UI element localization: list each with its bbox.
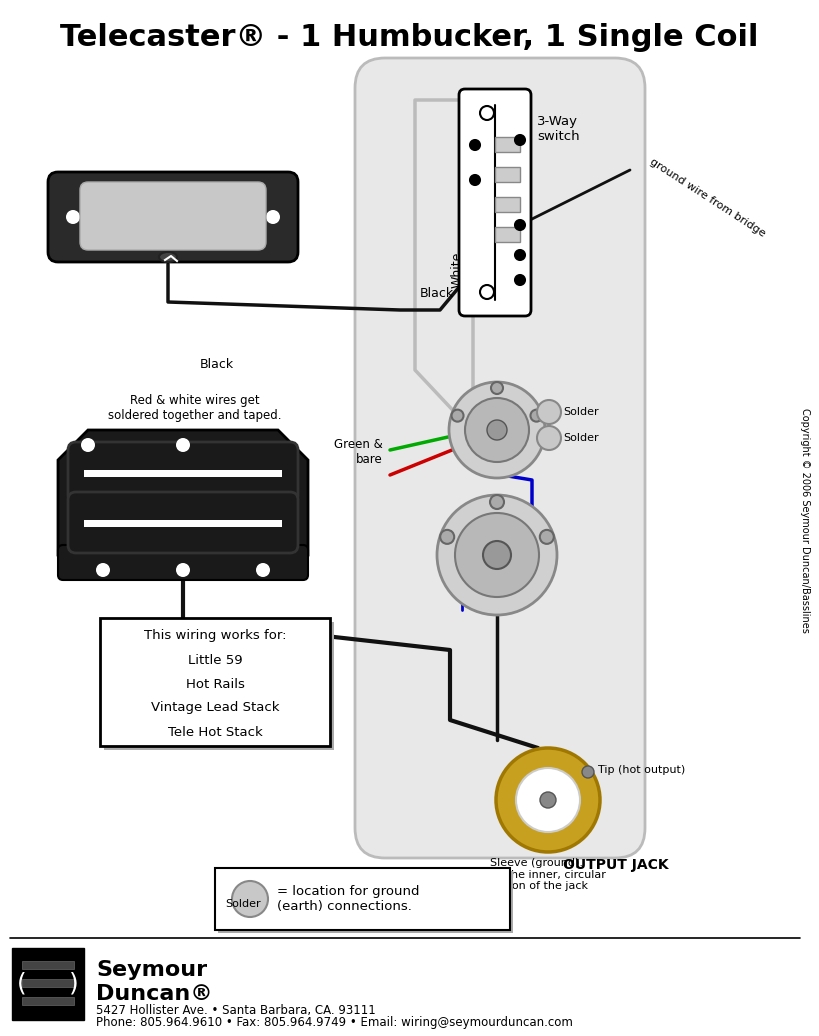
Text: Solder: Solder [225, 899, 260, 909]
Text: Solder: Solder [563, 407, 599, 418]
Circle shape [449, 382, 545, 478]
Text: Red & white wires get
soldered together and taped.: Red & white wires get soldered together … [108, 394, 282, 422]
Circle shape [491, 382, 503, 394]
Circle shape [515, 250, 525, 260]
Text: Duncan®: Duncan® [96, 984, 213, 1004]
Circle shape [480, 106, 494, 120]
Circle shape [483, 541, 511, 569]
Text: Hot Rails: Hot Rails [186, 678, 244, 691]
Circle shape [440, 529, 455, 544]
Circle shape [537, 426, 561, 450]
Circle shape [515, 220, 525, 230]
Text: Tele Hot Stack: Tele Hot Stack [168, 725, 262, 739]
Text: Vintage Lead Stack: Vintage Lead Stack [151, 701, 279, 715]
Circle shape [582, 766, 594, 778]
Bar [218, 871, 513, 933]
Bar [495, 227, 520, 242]
Text: Seymour: Seymour [96, 960, 207, 980]
Text: Telecaster® - 1 Humbucker, 1 Single Coil: Telecaster® - 1 Humbucker, 1 Single Coil [60, 24, 758, 53]
Circle shape [256, 563, 270, 577]
Circle shape [540, 529, 554, 544]
Bar [100, 618, 330, 746]
Text: 5427 Hollister Ave. • Santa Barbara, CA. 93111: 5427 Hollister Ave. • Santa Barbara, CA.… [96, 1004, 376, 1017]
Text: This wiring works for:: This wiring works for: [144, 630, 287, 642]
FancyBboxPatch shape [48, 172, 298, 262]
Circle shape [176, 563, 190, 577]
Circle shape [480, 285, 494, 299]
Text: Green &
bare: Green & bare [334, 438, 383, 466]
Text: White: White [450, 252, 464, 288]
Circle shape [470, 140, 480, 150]
Bar [22, 997, 74, 1005]
Circle shape [470, 175, 480, 185]
Text: Sleeve (ground).
This is the inner, circular
portion of the jack: Sleeve (ground). This is the inner, circ… [468, 858, 606, 891]
Text: Black: Black [200, 358, 234, 372]
Bar [215, 868, 510, 930]
Circle shape [266, 210, 280, 224]
Circle shape [437, 495, 557, 615]
Bar [84, 520, 282, 527]
FancyBboxPatch shape [68, 442, 298, 503]
Bar [495, 167, 520, 182]
FancyBboxPatch shape [459, 89, 531, 316]
Bar [84, 470, 282, 477]
Bar [104, 622, 334, 750]
Circle shape [176, 438, 190, 452]
Text: Tip (hot output): Tip (hot output) [598, 765, 686, 775]
Polygon shape [58, 430, 308, 555]
Circle shape [515, 135, 525, 145]
Text: Black: Black [420, 287, 454, 300]
Circle shape [96, 563, 110, 577]
FancyBboxPatch shape [80, 182, 266, 250]
Circle shape [455, 513, 539, 597]
Bar [495, 197, 520, 212]
Circle shape [515, 275, 525, 285]
Circle shape [531, 409, 542, 422]
Circle shape [537, 400, 561, 424]
Text: ): ) [69, 972, 79, 996]
FancyBboxPatch shape [68, 492, 298, 553]
Bar [22, 979, 74, 987]
Text: Solder: Solder [563, 433, 599, 443]
Ellipse shape [159, 252, 177, 262]
Bar [22, 961, 74, 969]
Bar [495, 137, 520, 152]
Circle shape [490, 495, 504, 509]
Text: Phone: 805.964.9610 • Fax: 805.964.9749 • Email: wiring@seymourduncan.com: Phone: 805.964.9610 • Fax: 805.964.9749 … [96, 1016, 572, 1029]
FancyBboxPatch shape [58, 545, 308, 580]
Circle shape [66, 210, 80, 224]
FancyBboxPatch shape [355, 58, 645, 858]
Text: (: ( [17, 972, 27, 996]
Circle shape [516, 768, 580, 832]
Circle shape [487, 420, 507, 440]
Text: Copyright © 2006 Seymour Duncan/Basslines: Copyright © 2006 Seymour Duncan/Bassline… [800, 407, 810, 632]
Circle shape [540, 792, 556, 808]
Bar [12, 948, 84, 1020]
Text: OUTPUT JACK: OUTPUT JACK [563, 858, 668, 872]
Circle shape [465, 398, 529, 462]
Text: = location for ground
(earth) connections.: = location for ground (earth) connection… [277, 885, 419, 913]
Text: Little 59: Little 59 [188, 654, 242, 666]
Text: ground wire from bridge: ground wire from bridge [648, 156, 767, 239]
Circle shape [451, 409, 464, 422]
Circle shape [496, 748, 600, 852]
Circle shape [232, 881, 268, 917]
Text: 3-Way
switch: 3-Way switch [537, 115, 580, 143]
Circle shape [81, 438, 95, 452]
